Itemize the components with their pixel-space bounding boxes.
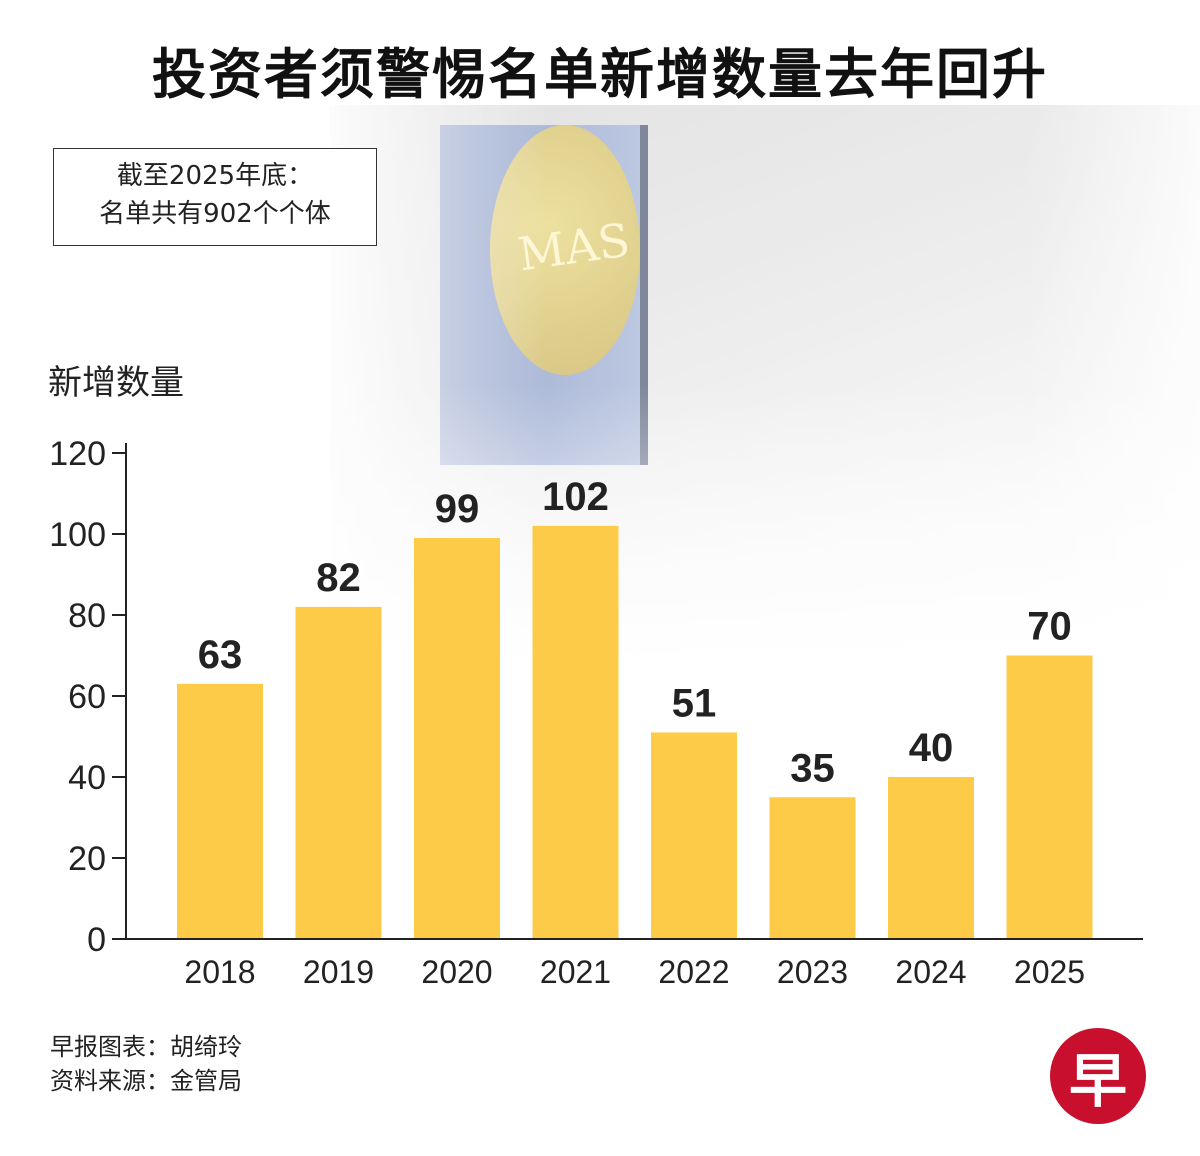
y-tick-label: 60 (68, 678, 106, 716)
note-box: 截至2025年底： 名单共有902个个体 (53, 148, 377, 246)
bar (651, 732, 737, 939)
page-title: 投资者须警惕名单新增数量去年回升 (152, 43, 1048, 106)
bar (414, 538, 500, 939)
bar (769, 797, 856, 939)
x-tick-label: 2023 (777, 954, 848, 990)
credits: 早报图表：胡绮玲 资料来源：金管局 (50, 1030, 242, 1098)
zaobao-logo: 早 (1050, 1028, 1146, 1124)
note-line-2: 名单共有902个个体 (99, 199, 331, 229)
x-tick-label: 2024 (895, 954, 966, 990)
data-label: 35 (790, 746, 835, 790)
x-tick-label: 2022 (658, 954, 729, 990)
y-tick-label: 80 (68, 597, 106, 635)
data-label: 99 (435, 487, 480, 531)
credit-chart-by: 早报图表：胡绮玲 (50, 1033, 242, 1061)
note-line-1: 截至2025年底： (116, 161, 314, 191)
data-label: 82 (316, 556, 361, 600)
bar (1006, 655, 1093, 939)
bar (532, 525, 619, 939)
x-tick-label: 2021 (540, 954, 611, 990)
x-tick-label: 2020 (421, 954, 492, 990)
data-label: 40 (909, 726, 954, 770)
x-tick-label: 2018 (184, 954, 255, 990)
y-tick-label: 0 (87, 921, 106, 959)
data-label: 102 (542, 475, 609, 519)
y-tick-label: 100 (49, 516, 106, 554)
bar (177, 683, 263, 939)
y-tick-label: 120 (49, 435, 106, 473)
data-label: 70 (1027, 605, 1072, 649)
y-axis-title: 新增数量 (48, 363, 184, 403)
credit-source: 资料来源：金管局 (50, 1067, 242, 1095)
x-tick-label: 2025 (1014, 954, 1085, 990)
x-tick-label: 2019 (303, 954, 374, 990)
data-label: 63 (198, 633, 243, 677)
data-label: 51 (672, 681, 717, 725)
y-tick-label: 40 (68, 759, 106, 797)
y-tick-label: 20 (68, 840, 106, 878)
bar (888, 777, 974, 939)
bar (295, 606, 382, 939)
